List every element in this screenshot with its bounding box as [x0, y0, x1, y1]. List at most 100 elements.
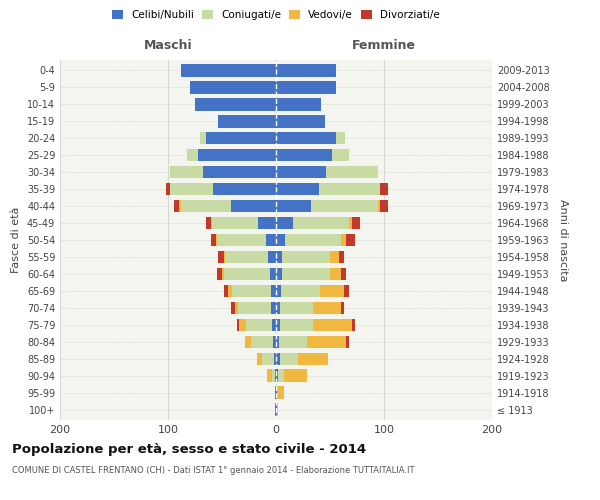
Bar [246, 318, 272, 332]
Bar [230, 200, 276, 212]
Bar [276, 216, 293, 230]
Bar [341, 234, 346, 246]
Bar [280, 352, 298, 365]
Bar [190, 81, 276, 94]
Bar [235, 302, 238, 314]
Bar [200, 132, 206, 144]
Bar [166, 182, 170, 196]
Bar [217, 234, 266, 246]
Bar [283, 268, 330, 280]
Bar [352, 318, 355, 332]
Text: Femmine: Femmine [352, 38, 416, 52]
Bar [276, 234, 284, 246]
Bar [211, 216, 212, 230]
Bar [346, 234, 355, 246]
Bar [283, 250, 330, 264]
Bar [276, 250, 283, 264]
Bar [276, 404, 277, 416]
Bar [344, 284, 349, 298]
Legend: Celibi/Nubili, Coniugati/e, Vedovi/e, Divorziati/e: Celibi/Nubili, Coniugati/e, Vedovi/e, Di… [112, 10, 440, 20]
Bar [225, 250, 268, 264]
Bar [319, 182, 380, 196]
Bar [276, 268, 283, 280]
Bar [313, 318, 352, 332]
Text: Popolazione per età, sesso e stato civile - 2014: Popolazione per età, sesso e stato civil… [12, 442, 366, 456]
Bar [280, 318, 313, 332]
Bar [212, 216, 257, 230]
Bar [206, 132, 276, 144]
Bar [257, 352, 262, 365]
Bar [377, 200, 380, 212]
Bar [341, 268, 346, 280]
Bar [275, 404, 276, 416]
Bar [330, 250, 338, 264]
Bar [276, 166, 326, 178]
Bar [275, 370, 276, 382]
Bar [222, 268, 224, 280]
Bar [198, 148, 276, 162]
Bar [214, 182, 276, 196]
Bar [271, 284, 276, 298]
Bar [175, 200, 179, 212]
Bar [224, 284, 229, 298]
Bar [313, 302, 341, 314]
Bar [276, 284, 281, 298]
Bar [268, 250, 276, 264]
Bar [276, 98, 322, 110]
Bar [338, 250, 344, 264]
Bar [276, 132, 337, 144]
Bar [232, 284, 271, 298]
Bar [277, 404, 278, 416]
Bar [257, 216, 276, 230]
Bar [230, 302, 235, 314]
Bar [330, 268, 341, 280]
Bar [224, 268, 269, 280]
Bar [245, 336, 251, 348]
Bar [239, 318, 246, 332]
Bar [251, 336, 273, 348]
Bar [276, 81, 337, 94]
Text: COMUNE DI CASTEL FRENTANO (CH) - Dati ISTAT 1° gennaio 2014 - Elaborazione TUTTA: COMUNE DI CASTEL FRENTANO (CH) - Dati IS… [12, 466, 415, 475]
Bar [272, 370, 275, 382]
Bar [284, 370, 307, 382]
Bar [326, 166, 377, 178]
Bar [224, 250, 225, 264]
Text: Maschi: Maschi [143, 38, 193, 52]
Bar [218, 250, 224, 264]
Bar [276, 386, 277, 399]
Bar [293, 216, 349, 230]
Bar [320, 284, 344, 298]
Bar [179, 200, 181, 212]
Bar [276, 302, 280, 314]
Bar [273, 336, 276, 348]
Bar [271, 302, 276, 314]
Bar [341, 302, 344, 314]
Bar [268, 370, 272, 382]
Bar [298, 352, 328, 365]
Bar [181, 64, 276, 76]
Bar [276, 200, 311, 212]
Bar [276, 148, 332, 162]
Bar [276, 115, 325, 128]
Bar [311, 200, 377, 212]
Bar [238, 302, 271, 314]
Bar [277, 386, 284, 399]
Bar [229, 284, 232, 298]
Bar [276, 182, 319, 196]
Bar [206, 216, 211, 230]
Bar [284, 234, 341, 246]
Bar [276, 352, 280, 365]
Bar [352, 216, 360, 230]
Bar [337, 132, 345, 144]
Bar [218, 115, 276, 128]
Y-axis label: Fasce di età: Fasce di età [11, 207, 21, 273]
Bar [195, 98, 276, 110]
Bar [380, 200, 388, 212]
Bar [276, 336, 279, 348]
Bar [280, 302, 313, 314]
Bar [203, 166, 276, 178]
Bar [278, 370, 284, 382]
Bar [274, 352, 276, 365]
Bar [170, 166, 203, 178]
Bar [187, 148, 198, 162]
